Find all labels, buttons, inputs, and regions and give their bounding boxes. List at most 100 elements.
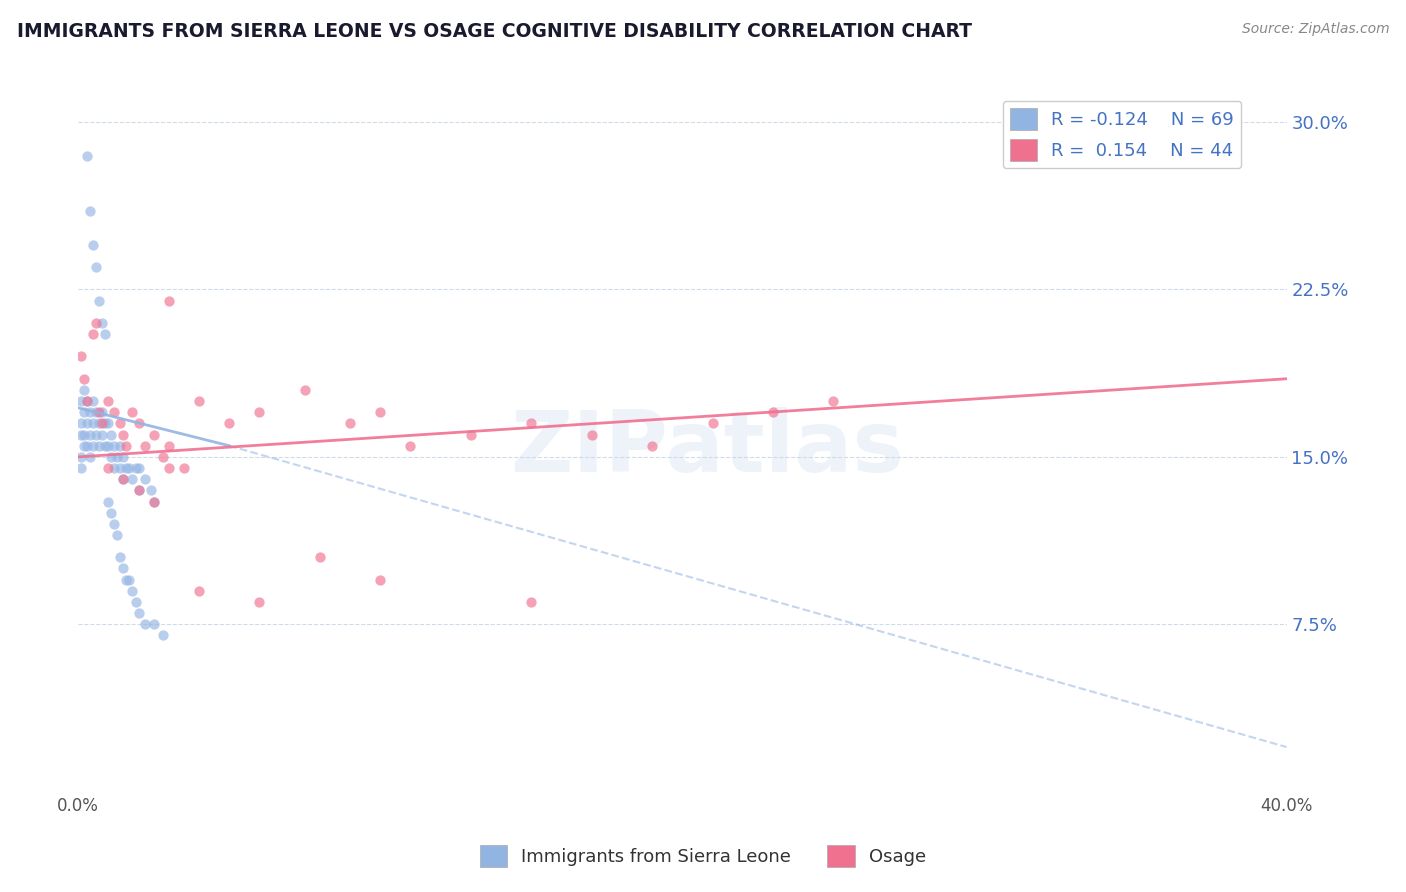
Point [294, 383, 316, 397]
Point [82, 394, 104, 409]
Point [142, 427, 165, 442]
Point [581, 427, 603, 442]
Point [128, 483, 150, 498]
Point [762, 405, 785, 419]
Point [128, 461, 150, 475]
Point [100, 450, 122, 464]
Point [103, 516, 125, 531]
Point [70, 417, 93, 431]
Point [82, 327, 104, 342]
Point [97, 394, 120, 409]
Point [100, 427, 122, 442]
Point [103, 439, 125, 453]
Point [460, 427, 482, 442]
Point [112, 472, 135, 486]
Point [823, 394, 845, 409]
Point [73, 383, 96, 397]
Point [105, 450, 128, 464]
Point [76, 394, 98, 409]
Point [368, 405, 391, 419]
Point [128, 417, 150, 431]
Point [91, 417, 114, 431]
Point [115, 439, 138, 453]
Point [128, 606, 150, 620]
Point [118, 461, 141, 475]
Point [79, 427, 101, 442]
Point [70, 461, 93, 475]
Point [94, 439, 117, 453]
Point [73, 427, 96, 442]
Point [112, 450, 135, 464]
Point [70, 350, 93, 364]
Point [76, 439, 98, 453]
Point [84, 260, 107, 275]
Point [97, 417, 120, 431]
Point [84, 405, 107, 419]
Point [110, 417, 132, 431]
Point [97, 494, 120, 508]
Point [152, 450, 174, 464]
Point [94, 327, 117, 342]
Point [134, 472, 156, 486]
Point [641, 439, 664, 453]
Point [118, 573, 141, 587]
Point [124, 461, 146, 475]
Point [142, 494, 165, 508]
Point [79, 450, 101, 464]
Point [173, 461, 195, 475]
Point [89, 417, 111, 431]
Point [121, 405, 143, 419]
Point [70, 427, 93, 442]
Point [134, 439, 156, 453]
Point [142, 494, 165, 508]
Point [134, 617, 156, 632]
Point [142, 617, 165, 632]
Point [82, 417, 104, 431]
Point [110, 550, 132, 565]
Point [97, 439, 120, 453]
Point [152, 628, 174, 642]
Point [139, 483, 162, 498]
Point [339, 417, 361, 431]
Point [218, 417, 240, 431]
Point [247, 405, 270, 419]
Point [520, 417, 543, 431]
Legend: Immigrants from Sierra Leone, Osage: Immigrants from Sierra Leone, Osage [472, 838, 934, 874]
Point [157, 439, 180, 453]
Point [188, 583, 211, 598]
Point [94, 417, 117, 431]
Point [110, 461, 132, 475]
Point [103, 461, 125, 475]
Point [112, 561, 135, 575]
Point [70, 394, 93, 409]
Text: IMMIGRANTS FROM SIERRA LEONE VS OSAGE COGNITIVE DISABILITY CORRELATION CHART: IMMIGRANTS FROM SIERRA LEONE VS OSAGE CO… [17, 22, 972, 41]
Legend: R = -0.124    N = 69, R =  0.154    N = 44: R = -0.124 N = 69, R = 0.154 N = 44 [1002, 101, 1241, 169]
Text: Source: ZipAtlas.com: Source: ZipAtlas.com [1241, 22, 1389, 37]
Point [70, 450, 93, 464]
Point [157, 293, 180, 308]
Point [89, 405, 111, 419]
Point [84, 316, 107, 330]
Point [110, 439, 132, 453]
Point [308, 550, 330, 565]
Point [79, 405, 101, 419]
Point [115, 461, 138, 475]
Point [73, 439, 96, 453]
Point [82, 237, 104, 252]
Point [247, 595, 270, 609]
Text: ZIPatlas: ZIPatlas [509, 408, 904, 491]
Point [157, 461, 180, 475]
Point [84, 427, 107, 442]
Point [91, 316, 114, 330]
Point [702, 417, 724, 431]
Point [76, 148, 98, 162]
Point [399, 439, 422, 453]
Point [188, 394, 211, 409]
Point [121, 472, 143, 486]
Point [112, 427, 135, 442]
Point [112, 472, 135, 486]
Point [89, 293, 111, 308]
Point [115, 573, 138, 587]
Point [124, 595, 146, 609]
Point [73, 405, 96, 419]
